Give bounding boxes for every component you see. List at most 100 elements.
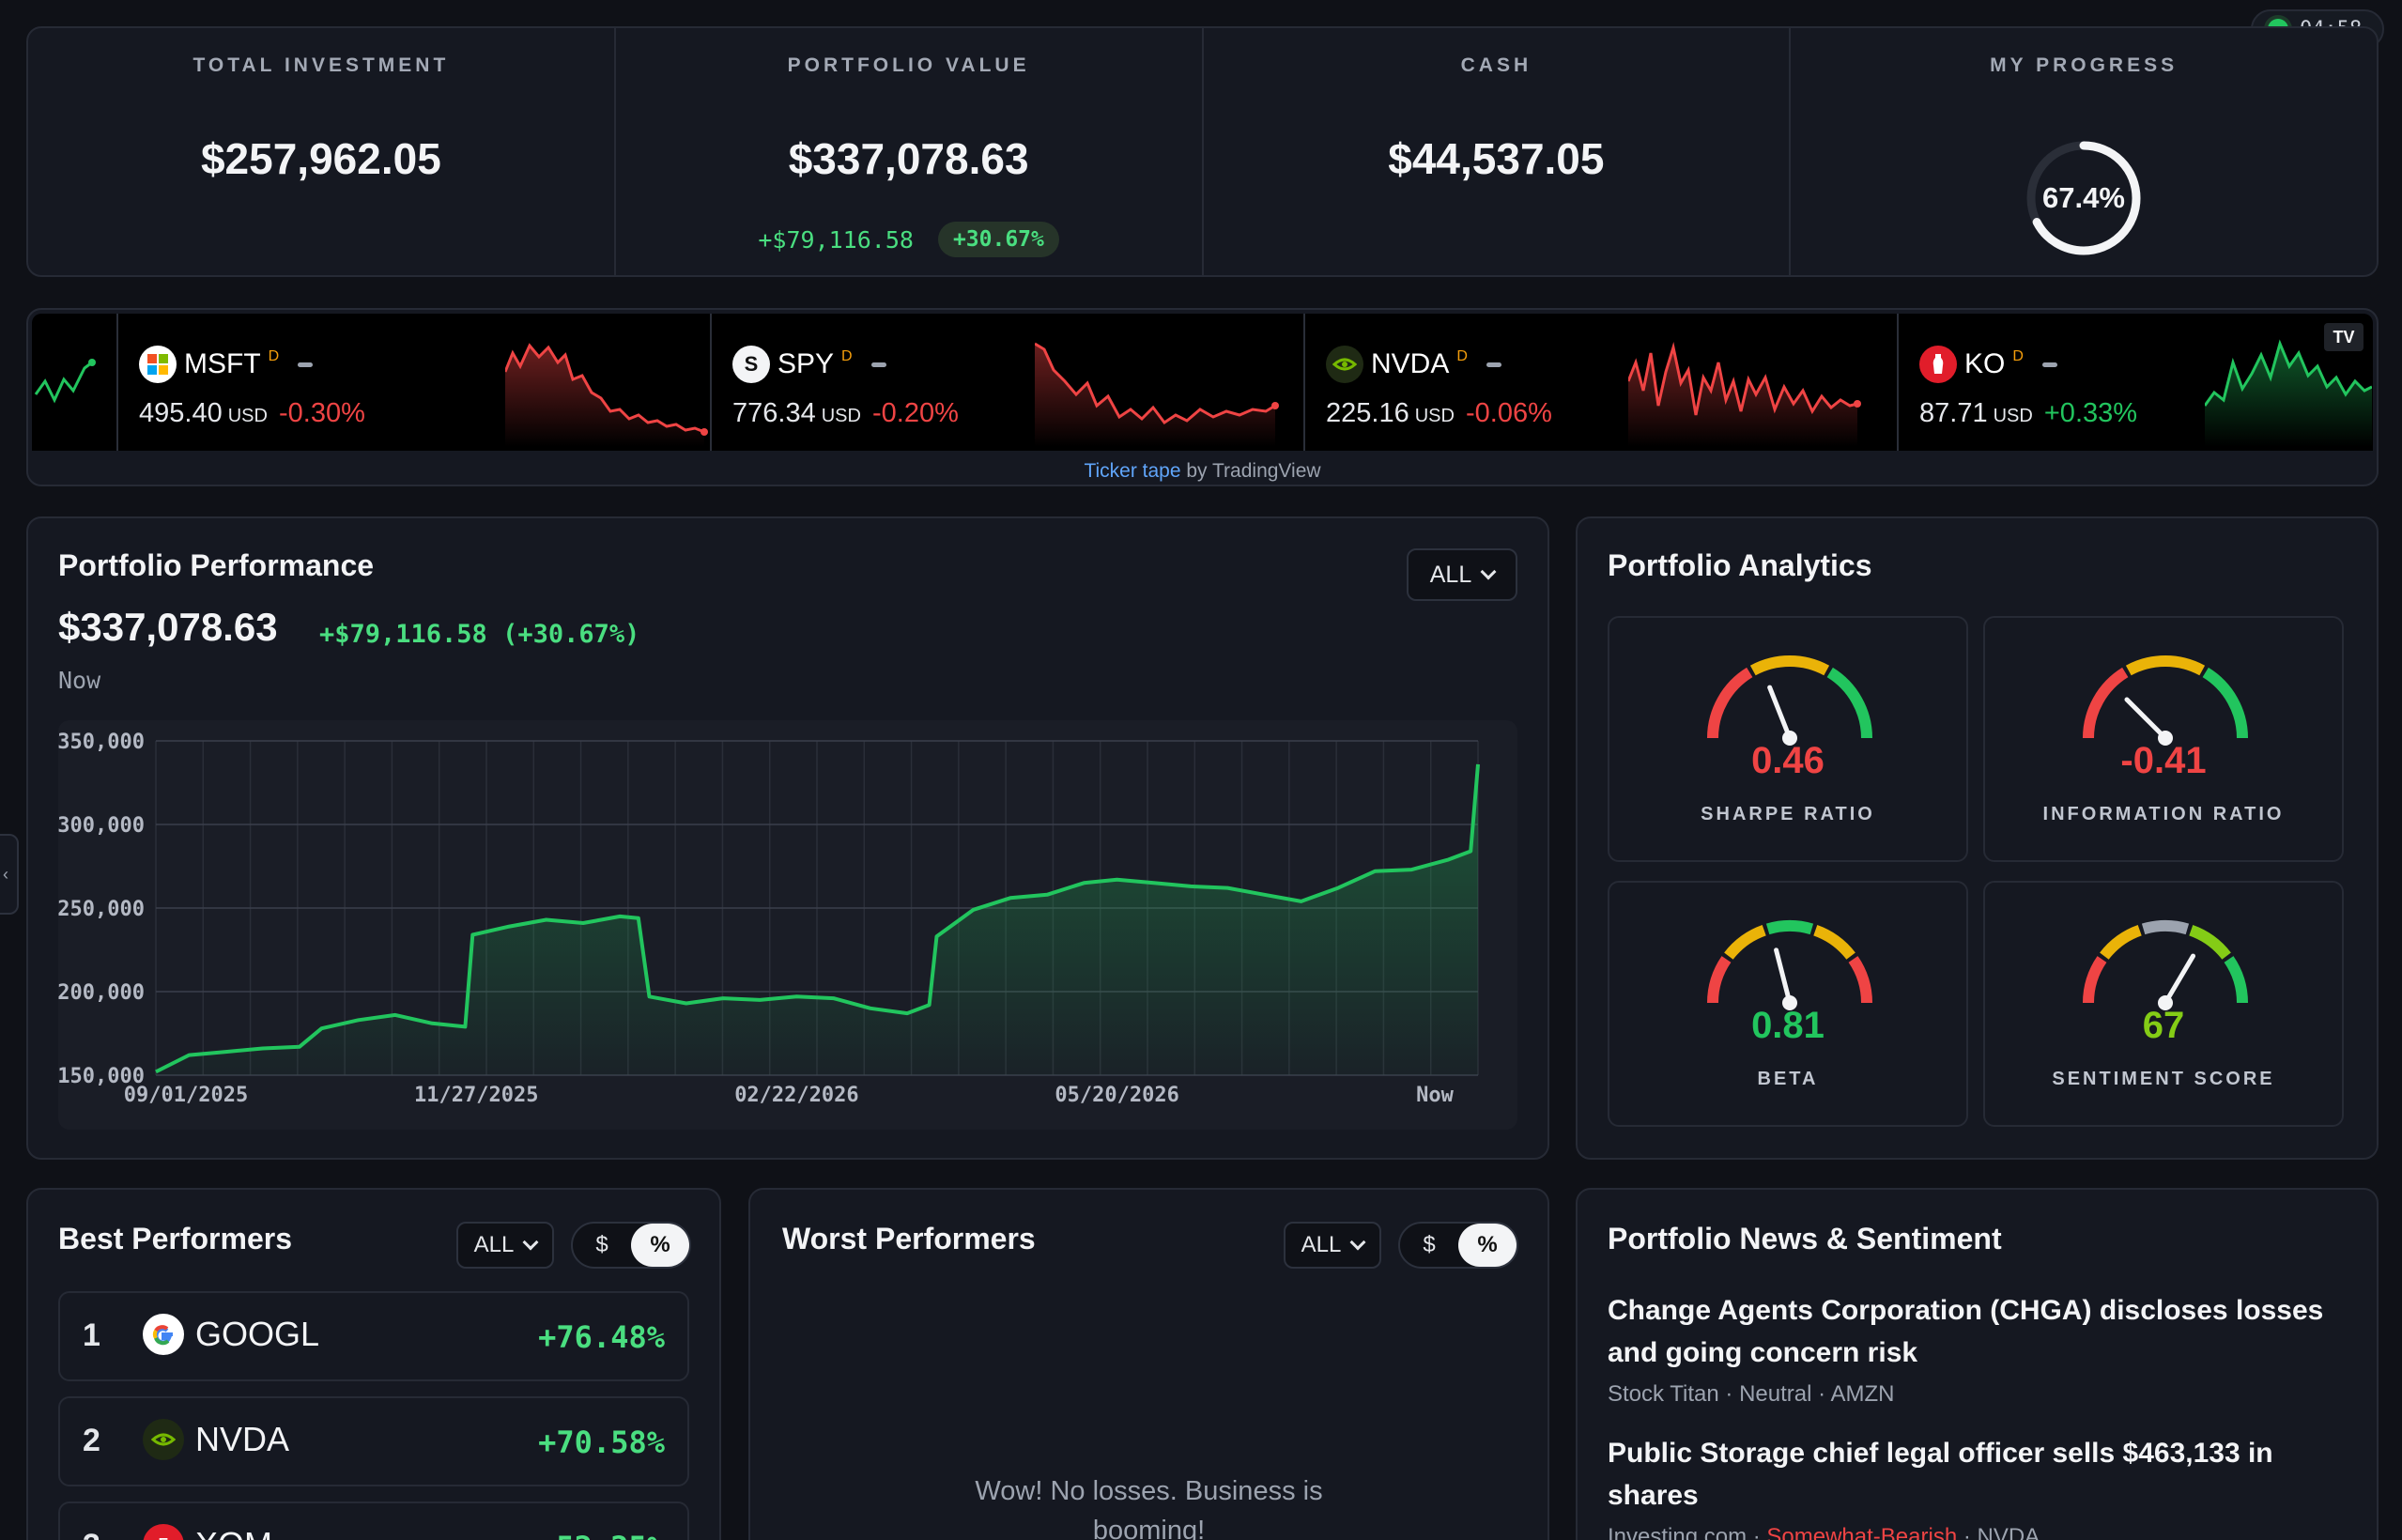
panel-title: Best Performers	[58, 1222, 292, 1255]
toggle-dollar[interactable]: $	[1423, 1232, 1436, 1257]
ticker-dash-icon	[1486, 362, 1501, 367]
worst-performers-panel: Worst Performers ALL $ % Wow! No losses.…	[748, 1188, 1549, 1540]
stat-label: MY PROGRESS	[1990, 54, 2179, 76]
ticker-symbol: SPY	[778, 348, 835, 379]
stat-change-pct-badge: +30.67%	[937, 222, 1059, 257]
panel-title: Worst Performers	[782, 1222, 1036, 1255]
ticker-item-spy[interactable]: S SPY D 776.34 USD -0.20%	[712, 314, 1305, 451]
gauge-value: 0.81	[1751, 1005, 1825, 1046]
ticker-item-partial[interactable]	[32, 314, 118, 451]
stat-value: $337,078.63	[788, 134, 1029, 183]
ticker-tape-widget: MSFT D 495.40 USD -0.30% S SPY D	[26, 308, 2379, 486]
performer-row[interactable]: 1 GOOGL +76.48%	[58, 1291, 689, 1381]
portfolio-news-panel: Portfolio News & Sentiment Change Agents…	[1576, 1188, 2379, 1540]
performer-row[interactable]: 2 NVDA +70.58%	[58, 1396, 689, 1486]
gauge-needle	[2163, 953, 2196, 1006]
ticker-tape[interactable]: MSFT D 495.40 USD -0.30% S SPY D	[32, 314, 2373, 451]
gauge-label: BETA	[1757, 1069, 1819, 1089]
gauge-dial	[2083, 920, 2248, 1010]
gauge-segment	[1813, 925, 1855, 960]
best-unit-toggle[interactable]: $ %	[571, 1222, 691, 1269]
nvidia-logo-icon	[143, 1419, 184, 1460]
x-tick-label: 11/27/2025	[414, 1084, 538, 1107]
stat-portfolio-value: PORTFOLIO VALUE $337,078.63 +$79,116.58 …	[616, 28, 1204, 275]
gauge-segment	[1749, 655, 1830, 676]
x-tick-label: Now	[1416, 1084, 1454, 1107]
ticker-price: 495.40	[139, 398, 223, 428]
ticker-dash-icon	[2041, 362, 2057, 367]
panel-title: Portfolio Analytics	[1608, 548, 1872, 582]
performance-change: +$79,116.58 (+30.67%)	[319, 620, 640, 649]
summary-stats: TOTAL INVESTMENT $257,962.05 PORTFOLIO V…	[26, 26, 2379, 277]
ticker-suffix: D	[268, 348, 280, 364]
ticker-credit-link[interactable]: Ticker tape	[1084, 460, 1181, 482]
performance-range-select[interactable]: ALL	[1407, 548, 1517, 601]
best-range-select[interactable]: ALL	[456, 1222, 554, 1269]
toggle-percent[interactable]: %	[1458, 1224, 1517, 1267]
gauge-segment	[1765, 920, 1814, 935]
stat-total-investment: TOTAL INVESTMENT $257,962.05	[28, 28, 616, 275]
gauge-needle	[2124, 697, 2168, 741]
series-line	[155, 763, 1480, 1074]
spy-logo-icon: S	[732, 346, 770, 383]
range-value: ALL	[1429, 561, 1472, 588]
ticker-currency: USD	[1993, 406, 2033, 426]
gauge-segment	[2189, 925, 2231, 960]
performance-value: $337,078.63	[58, 605, 278, 649]
sidebar-expand-tab[interactable]: ‹	[0, 834, 19, 915]
ticker-item-msft[interactable]: MSFT D 495.40 USD -0.30%	[118, 314, 712, 451]
performer-row[interactable]: 3 E XOM +52.25%	[58, 1502, 689, 1540]
gauge-dial	[1707, 920, 1872, 1010]
gauge-dial	[2083, 655, 2248, 746]
progress-ring: 67.4%	[2026, 141, 2141, 255]
ticker-item-nvda[interactable]: NVDA D 225.16 USD -0.06%	[1305, 314, 1899, 451]
range-value: ALL	[1301, 1232, 1342, 1257]
gauge-information-ratio: -0.41 INFORMATION RATIO	[1983, 616, 2344, 862]
news-meta: Stock Titan · Neutral · AMZN	[1608, 1381, 1895, 1407]
performer-pct: +52.25%	[538, 1530, 665, 1540]
gauge-beta: 0.81 BETA	[1608, 881, 1968, 1127]
gauge-value: 67	[2142, 1005, 2185, 1046]
stat-label: TOTAL INVESTMENT	[192, 54, 450, 76]
x-tick-label: 02/22/2026	[734, 1084, 858, 1107]
gauge-segment	[1848, 956, 1872, 1004]
performance-timestamp: Now	[58, 667, 101, 694]
tradingview-logo-icon[interactable]: TV	[2324, 323, 2364, 351]
gauge-needle	[1767, 685, 1793, 741]
worst-unit-toggle[interactable]: $ %	[1398, 1222, 1518, 1269]
toggle-percent[interactable]: %	[631, 1224, 689, 1267]
gauge-segment	[1826, 667, 1872, 739]
news-article[interactable]: Public Storage chief legal officer sells…	[1608, 1432, 2349, 1540]
toggle-dollar[interactable]: $	[595, 1232, 608, 1257]
sparkline-msft	[505, 343, 708, 447]
news-title[interactable]: Public Storage chief legal officer sells…	[1608, 1438, 2273, 1511]
ticker-suffix: D	[2012, 348, 2024, 364]
gauge-segment	[2083, 956, 2107, 1004]
news-article[interactable]: Change Agents Corporation (CHGA) disclos…	[1608, 1289, 2349, 1408]
performance-chart[interactable]: $350,000 $300,000 $250,000 $200,000 $150,000…	[45, 720, 1517, 1130]
performer-pct: +70.58%	[538, 1424, 665, 1460]
chevron-down-icon	[1349, 1234, 1366, 1251]
ticker-currency: USD	[1414, 406, 1455, 426]
ticker-credit-text: by TradingView	[1180, 460, 1321, 482]
stat-value: $257,962.05	[200, 134, 441, 183]
cocacola-logo-icon	[1919, 346, 1957, 383]
chevron-left-icon: ‹	[3, 864, 8, 884]
stat-label: PORTFOLIO VALUE	[787, 54, 1030, 76]
ticker-change: -0.06%	[1466, 398, 1552, 428]
ticker-change: -0.20%	[872, 398, 959, 428]
worst-range-select[interactable]: ALL	[1284, 1222, 1381, 1269]
y-tick-label: $150,000	[58, 1065, 145, 1088]
gauge-sentiment-score: 67 SENTIMENT SCORE	[1983, 881, 2344, 1127]
news-sentiment: Neutral	[1739, 1381, 1812, 1407]
news-meta: Investing.com · Somewhat-Bearish · NVDA	[1608, 1524, 2349, 1540]
ticker-dash-icon	[298, 362, 314, 367]
y-tick-label: $200,000	[58, 981, 145, 1005]
gauge-value: -0.41	[2120, 740, 2207, 781]
gauge-needle	[1774, 947, 1793, 1006]
y-tick-label: $350,000	[58, 731, 145, 754]
news-title[interactable]: Change Agents Corporation (CHGA) disclos…	[1608, 1295, 2324, 1368]
ticker-item-ko[interactable]: KO D 87.71 USD +0.33%	[1899, 314, 2372, 451]
gauge-segment	[1707, 667, 1753, 739]
performance-chart-area[interactable]: $350,000 $300,000 $250,000 $200,000 $150,000…	[45, 720, 1517, 1130]
